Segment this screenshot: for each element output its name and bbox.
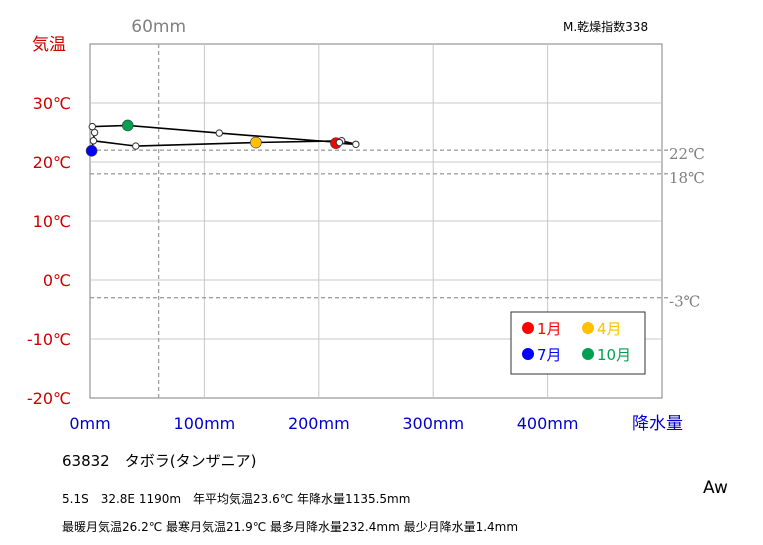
precip-threshold-label: 60mm bbox=[131, 17, 186, 37]
grid-lines bbox=[90, 44, 662, 398]
x-tick-label: 200mm bbox=[288, 414, 350, 433]
legend-box bbox=[510, 311, 646, 375]
month-point-highlight bbox=[121, 119, 134, 132]
x-tick-label: 100mm bbox=[174, 414, 236, 433]
y-tick-label: -10℃ bbox=[27, 330, 71, 349]
legend-marker bbox=[522, 348, 534, 360]
month-point bbox=[352, 140, 360, 149]
legend-label: 4月 bbox=[597, 320, 622, 338]
y-tick-label: 10℃ bbox=[33, 212, 71, 231]
temperature-reference-label: 18℃ bbox=[669, 169, 705, 187]
y-tick-label: -20℃ bbox=[27, 389, 71, 408]
tick-labels: 0mm 100mm 200mm 300mm 400mm 30℃ 20℃ 10℃ 0℃ -10℃ -2… bbox=[27, 94, 579, 433]
x-axis-title: 降水量 bbox=[632, 414, 683, 434]
legend-marker bbox=[582, 322, 594, 334]
month-point-highlight bbox=[250, 136, 262, 149]
temperature-reference-label: -3℃ bbox=[669, 293, 700, 311]
y-tick-label: 20℃ bbox=[33, 153, 71, 172]
legend-marker bbox=[522, 322, 534, 334]
x-tick-label: 400mm bbox=[517, 414, 579, 433]
series-group bbox=[85, 119, 360, 157]
month-point bbox=[88, 122, 96, 131]
y-tick-label: 30℃ bbox=[33, 94, 71, 113]
x-tick-label: 300mm bbox=[402, 414, 464, 433]
x-tick-label: 0mm bbox=[69, 414, 110, 433]
month-point bbox=[215, 129, 223, 137]
month-point-highlight bbox=[85, 144, 98, 157]
legend-label: 1月 bbox=[537, 320, 562, 338]
y-tick-label: 0℃ bbox=[43, 271, 71, 290]
legend-marker bbox=[582, 348, 594, 360]
legend: 1月 4月 7月 10月 bbox=[510, 311, 646, 375]
station-name: 63832 タボラ(タンザニア) bbox=[62, 452, 257, 470]
station-summary-line-1: 5.1S 32.8E 1190m 年平均気温23.6℃ 年降水量1135.5mm bbox=[62, 492, 411, 506]
temperature-reference-label: 22℃ bbox=[669, 145, 705, 163]
month-point bbox=[335, 138, 344, 147]
month-point bbox=[132, 142, 140, 150]
y-axis-title: 気温 bbox=[32, 35, 66, 55]
station-summary-line-2: 最暖月気温26.2℃ 最寒月気温21.9℃ 最多月降水量232.4mm 最少月降… bbox=[62, 520, 519, 534]
month-point bbox=[89, 137, 98, 145]
legend-label: 7月 bbox=[537, 346, 562, 364]
reference-lines: 60mm 22℃ 18℃ -3℃ bbox=[90, 17, 705, 398]
dryness-index-label: M.乾燥指数338 bbox=[563, 19, 648, 34]
legend-label: 10月 bbox=[597, 346, 631, 364]
climate-class-label: Aw bbox=[703, 478, 728, 498]
